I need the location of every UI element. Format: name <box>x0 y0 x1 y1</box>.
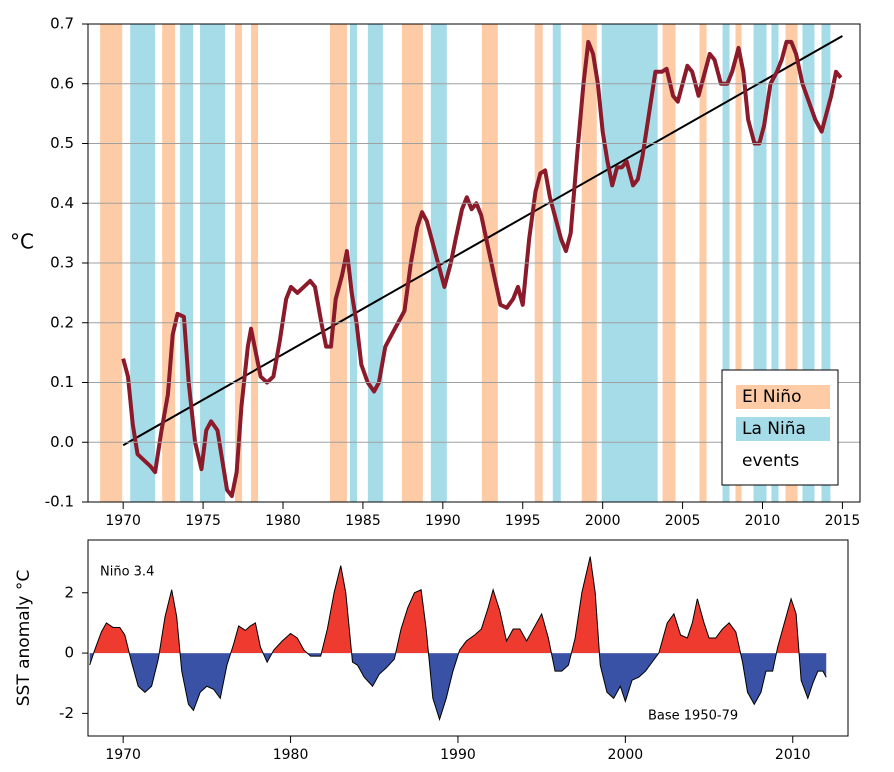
y-tick-label: 0.2 <box>50 313 74 331</box>
x-tick-label: 1975 <box>185 513 221 529</box>
y-tick-label: -0.1 <box>45 493 74 511</box>
y-tick-label: 0.6 <box>50 74 74 92</box>
y-tick-label: 0.5 <box>50 134 74 152</box>
legend: El Niño La Niña events <box>721 369 839 486</box>
annotation: Niño 3.4 <box>100 565 154 580</box>
y-tick-label: 0.7 <box>50 15 74 33</box>
legend-label: La Niña <box>742 419 806 439</box>
x-tick-label: 1980 <box>265 513 301 529</box>
x-tick-label: 1980 <box>273 747 309 763</box>
x-tick-label: 1970 <box>105 513 141 529</box>
x-tick-label: 1970 <box>105 747 141 763</box>
y-tick-label: 2 <box>64 583 74 601</box>
y-tick-label: -2 <box>59 704 74 722</box>
y-tick-label: 0.3 <box>50 254 74 272</box>
y-tick-label: 0 <box>64 644 74 662</box>
frame <box>87 539 849 737</box>
y-tick-label: 0.1 <box>50 373 74 391</box>
x-tick-label: 2010 <box>745 513 781 529</box>
annotation: Base 1950-79 <box>648 709 738 724</box>
x-tick-label: 2005 <box>665 513 701 529</box>
x-tick-label: 1995 <box>505 513 541 529</box>
y-tick-label: 0.4 <box>50 194 74 212</box>
anomaly-line <box>89 556 827 722</box>
x-tick-label: 1990 <box>425 513 461 529</box>
negative-area <box>89 653 827 720</box>
x-tick-label: 2015 <box>825 513 861 529</box>
legend-note: events <box>742 451 799 471</box>
y-axis-label: SST anomaly °C <box>14 570 34 707</box>
legend-swatch <box>736 417 830 441</box>
legend-label: El Niño <box>742 387 801 407</box>
x-tick-label: 1985 <box>345 513 381 529</box>
y-tick-label: 0.0 <box>50 433 74 451</box>
x-tick-label: 1990 <box>440 747 476 763</box>
positive-area <box>93 556 800 654</box>
x-tick-label: 2010 <box>775 747 811 763</box>
y-axis-label: °C <box>10 230 34 254</box>
legend-swatch <box>736 385 830 409</box>
x-tick-label: 2000 <box>608 747 644 763</box>
x-tick-label: 2000 <box>585 513 621 529</box>
